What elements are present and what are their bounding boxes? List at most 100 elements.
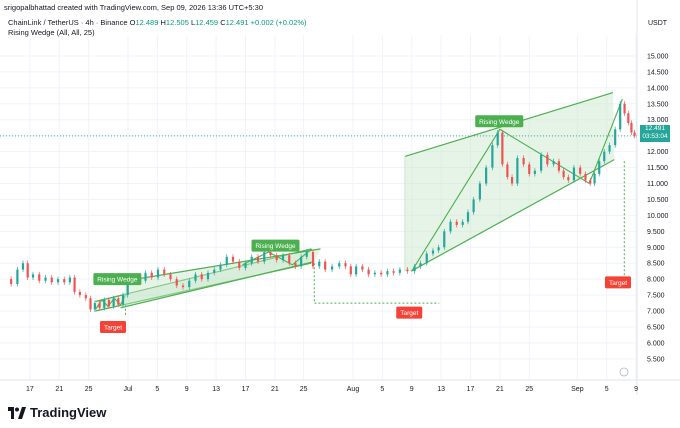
- wedge-swing-line: [95, 294, 126, 310]
- target-label: Target: [400, 310, 418, 317]
- pattern-label: Rising Wedge: [255, 243, 296, 250]
- target-label-bg: [396, 306, 423, 319]
- wedge-fill: [404, 92, 615, 272]
- candle-body: [392, 271, 395, 273]
- x-tick-label: Aug: [347, 386, 360, 393]
- candle-body: [56, 279, 60, 283]
- candle-body: [263, 252, 266, 262]
- candle-body: [68, 277, 71, 283]
- candle-body: [593, 173, 596, 184]
- x-tick-label: 13: [437, 386, 445, 393]
- ohlc-low: L12.459: [190, 18, 219, 27]
- candle-body: [305, 252, 308, 257]
- candle-body: [256, 256, 260, 262]
- x-tick-label: 5: [605, 386, 609, 393]
- candle-body: [522, 157, 525, 165]
- candle-body: [330, 266, 334, 270]
- candle-body: [552, 161, 555, 165]
- candle-body: [26, 263, 29, 278]
- candle-body: [281, 255, 285, 261]
- clock-icon: [619, 367, 629, 377]
- x-tick-label: 17: [26, 386, 34, 393]
- candle-body: [107, 299, 111, 307]
- candle-body: [200, 274, 203, 280]
- x-tick-label: 21: [55, 386, 63, 393]
- brand-name: TradingView: [30, 405, 107, 420]
- x-tick-label: 13: [212, 386, 220, 393]
- y-tick-label: 14.000: [647, 85, 669, 92]
- candle-body: [406, 269, 409, 272]
- candle-body: [373, 272, 376, 275]
- x-tick-label: 25: [300, 386, 308, 393]
- candle-body: [398, 269, 401, 273]
- candle-body: [472, 199, 475, 213]
- candle-body: [506, 164, 509, 178]
- indicator-label[interactable]: Rising Wedge (All, All, 25): [8, 28, 95, 37]
- candle-body: [219, 264, 222, 270]
- pattern-label-bg: [475, 115, 524, 128]
- candle-body: [557, 161, 561, 171]
- candle-body: [150, 272, 153, 278]
- candle-body: [31, 274, 35, 278]
- y-tick-label: 10.000: [647, 213, 669, 220]
- candle-body: [63, 279, 66, 283]
- candle-body: [21, 263, 25, 270]
- candle-body: [175, 279, 178, 286]
- candle-body: [16, 269, 19, 284]
- candle-body: [496, 132, 499, 146]
- candle-body: [584, 173, 587, 181]
- candle-body: [112, 298, 115, 307]
- y-tick-label: 15.000: [647, 53, 669, 60]
- x-tick-label: 5: [155, 386, 159, 393]
- candle-body: [269, 252, 272, 256]
- brand[interactable]: TradingView: [8, 405, 106, 420]
- candle-body: [528, 164, 531, 174]
- candle-body: [250, 256, 253, 264]
- candle-body: [238, 261, 241, 268]
- symbol-name[interactable]: ChainLink / TetherUS · 4h · Binance: [8, 18, 128, 27]
- ohlc-close: C12.491: [220, 18, 249, 27]
- candle-body: [386, 271, 389, 275]
- candle-body: [419, 263, 422, 267]
- candle-body: [324, 261, 327, 270]
- candle-body: [231, 256, 235, 262]
- y-tick-label: 11.500: [647, 165, 668, 172]
- y-tick-label: 14.500: [647, 69, 669, 76]
- x-tick-label: 17: [242, 386, 250, 393]
- wedge-lower-line: [120, 261, 315, 309]
- target-label-bg: [100, 320, 126, 333]
- candle-body: [225, 256, 228, 265]
- candle-body: [623, 103, 626, 114]
- candle-body: [361, 266, 364, 270]
- last-price-box: 12.491 03:53:04: [640, 125, 670, 142]
- wedge-upper-line: [95, 248, 312, 303]
- candle-body: [206, 272, 210, 280]
- y-tick-label: 8.500: [647, 261, 665, 268]
- symbol-line: ChainLink / TetherUS · 4h · Binance O12.…: [8, 18, 307, 27]
- candle-body: [603, 151, 606, 162]
- candle-body: [443, 231, 446, 248]
- target-label: Target: [609, 280, 627, 287]
- candle-body: [89, 298, 92, 310]
- x-tick-label: 9: [410, 386, 414, 393]
- candle-body: [627, 113, 630, 123]
- y-tick-label: 6.500: [647, 324, 665, 331]
- candle-body: [608, 145, 611, 152]
- candle-body: [367, 269, 370, 275]
- candle-body: [431, 250, 435, 254]
- candle-body: [449, 221, 452, 232]
- candle-body: [213, 269, 216, 273]
- candle-body: [169, 274, 172, 280]
- x-tick-label: Jul: [124, 386, 133, 393]
- candle-body: [355, 266, 358, 275]
- x-tick-label: 25: [525, 386, 533, 393]
- last-price: 12.491: [645, 125, 665, 132]
- candle-body: [275, 255, 278, 261]
- y-tick-label: 5.500: [647, 356, 665, 363]
- candle-body: [126, 282, 129, 296]
- y-tick-label: 7.500: [647, 293, 665, 300]
- y-tick-label: 9.000: [647, 245, 665, 252]
- candle-body: [589, 180, 592, 184]
- y-tick-label: 11.000: [647, 181, 668, 188]
